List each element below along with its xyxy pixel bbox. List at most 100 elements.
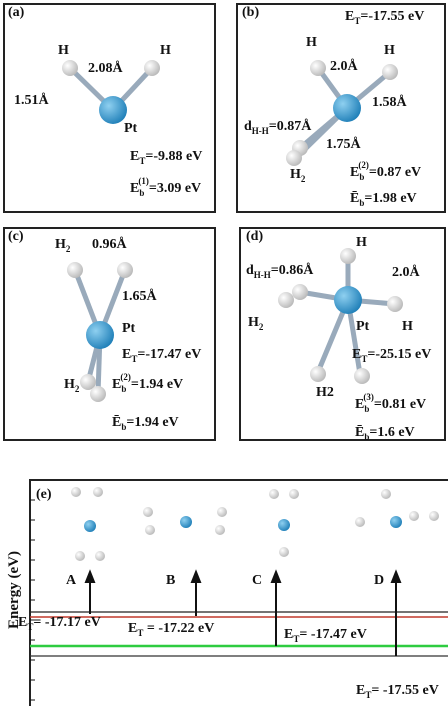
text-part: =0.87Å bbox=[269, 118, 312, 134]
text-part: =1.98 eV bbox=[364, 191, 416, 206]
label: ET=-9.88 eV bbox=[130, 149, 202, 166]
text-part: b bbox=[364, 404, 369, 414]
label: H2 bbox=[290, 167, 306, 184]
text-part: 1.58Å bbox=[372, 94, 408, 110]
text-part: H bbox=[160, 43, 171, 58]
label: ET=-25.15 eV bbox=[352, 347, 431, 364]
panel-frame bbox=[30, 480, 448, 706]
atoms bbox=[62, 60, 439, 561]
text-part: =1.6 eV bbox=[369, 425, 414, 440]
text-part: = -17.47 eV bbox=[299, 627, 366, 642]
panel-tag: (e) bbox=[36, 487, 52, 502]
label: 2.0Å bbox=[392, 264, 421, 280]
label: H2 bbox=[316, 385, 334, 400]
label: 2.0Å bbox=[330, 58, 359, 74]
text-part: H-H bbox=[252, 126, 269, 136]
label: dH-H=0.87Å bbox=[244, 118, 312, 136]
text-part: H bbox=[306, 35, 317, 50]
text-part: H bbox=[58, 43, 69, 58]
text-part: E bbox=[128, 621, 137, 636]
panel-tag: (b) bbox=[242, 5, 259, 20]
label: ET=-17.55 eV bbox=[345, 9, 424, 26]
text-part: B bbox=[166, 573, 175, 588]
text-part: H bbox=[316, 385, 327, 400]
text-part: =-25.15 eV bbox=[367, 347, 431, 362]
text-part: H bbox=[64, 377, 75, 392]
text-part: =1.94 eV bbox=[131, 377, 183, 392]
label: H2 bbox=[248, 315, 264, 332]
text-part: D bbox=[374, 573, 384, 588]
text-part: 0.96Å bbox=[92, 236, 128, 252]
label: H bbox=[402, 319, 413, 334]
text-part: H bbox=[248, 315, 259, 330]
text-part: (3) bbox=[363, 392, 374, 402]
text-part: Pt bbox=[122, 321, 136, 336]
text-part: 2.0Å bbox=[392, 264, 421, 280]
text-part: A bbox=[66, 573, 77, 588]
text-part: =0.81 eV bbox=[374, 397, 426, 412]
text-part: H-H bbox=[254, 270, 271, 280]
label: Eb(1)=3.09 eV bbox=[130, 176, 201, 198]
label: ET= -17.55 eV bbox=[356, 683, 439, 700]
text-part: b bbox=[359, 172, 364, 182]
text-part: 2 bbox=[301, 174, 306, 184]
text-part: =0.86Å bbox=[271, 262, 314, 278]
label: Eb(2)=1.94 eV bbox=[112, 372, 183, 394]
label: Eb(3)=0.81 eV bbox=[355, 392, 426, 414]
text-part: H bbox=[356, 235, 367, 250]
label: H bbox=[58, 43, 69, 58]
label: A bbox=[66, 573, 77, 588]
text-part: (2) bbox=[120, 372, 131, 382]
label: dH-H=0.86Å bbox=[246, 262, 314, 280]
text-part: E bbox=[18, 615, 27, 630]
text-part: H bbox=[402, 319, 413, 334]
label: Pt bbox=[124, 121, 138, 136]
label: H2 bbox=[55, 237, 71, 254]
text-part: 2 bbox=[66, 244, 71, 254]
text-part: H bbox=[384, 43, 395, 58]
text-part: E bbox=[356, 683, 365, 698]
label: ET=-17.47 eV bbox=[122, 347, 201, 364]
text-part: H bbox=[55, 237, 66, 252]
text-part: 1.65Å bbox=[122, 288, 158, 304]
text-part: = -17.17 eV bbox=[33, 615, 100, 630]
panel-tag: (c) bbox=[8, 229, 24, 244]
label: C bbox=[252, 573, 262, 588]
text-part: = -17.55 eV bbox=[371, 683, 438, 698]
text-part: =-9.88 eV bbox=[145, 149, 202, 164]
panel-tag: (d) bbox=[246, 229, 263, 244]
text-part: =-17.47 eV bbox=[137, 347, 201, 362]
label: 0.96Å bbox=[92, 236, 128, 252]
text-part: = -17.22 eV bbox=[143, 621, 214, 636]
label: H bbox=[160, 43, 171, 58]
text-part: 1.51Å bbox=[14, 92, 50, 108]
label: H bbox=[384, 43, 395, 58]
label: Ēb=1.98 eV bbox=[350, 190, 417, 208]
text-part: =0.87 eV bbox=[369, 165, 421, 180]
text-part: E bbox=[284, 627, 293, 642]
label: Eb(2)=0.87 eV bbox=[350, 160, 421, 182]
text-part: (1) bbox=[138, 176, 149, 186]
label: Ēb=1.94 eV bbox=[112, 414, 179, 432]
label: 1.75Å bbox=[326, 136, 362, 152]
panel-tag: (a) bbox=[8, 5, 25, 20]
label: H bbox=[306, 35, 317, 50]
text-part: E bbox=[352, 347, 361, 362]
text-part: =3.09 eV bbox=[149, 181, 201, 196]
text-part: Ē bbox=[350, 190, 359, 206]
text-part: =1.94 eV bbox=[126, 415, 178, 430]
text-part: 2 bbox=[75, 384, 80, 394]
text-part: 2.08Å bbox=[88, 60, 124, 76]
text-part: 2 bbox=[259, 322, 264, 332]
text-part: E bbox=[345, 9, 354, 24]
label: 1.58Å bbox=[372, 94, 408, 110]
label: Pt bbox=[356, 319, 370, 334]
text-part: Ē bbox=[355, 424, 364, 440]
label: Ēb=1.6 eV bbox=[355, 424, 415, 442]
text-part: E bbox=[130, 149, 139, 164]
text-part: 2.0Å bbox=[330, 58, 359, 74]
text-part: =-17.55 eV bbox=[360, 9, 424, 24]
text-part: 1.75Å bbox=[326, 136, 362, 152]
label: ET= -17.47 eV bbox=[284, 627, 367, 644]
text-part: C bbox=[252, 573, 262, 588]
